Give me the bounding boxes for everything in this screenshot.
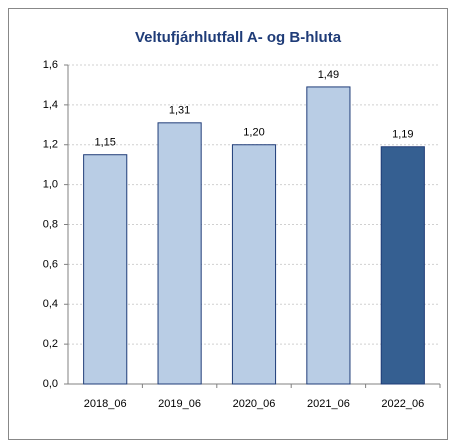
bar xyxy=(231,144,277,385)
value-label: 1,20 xyxy=(243,127,264,139)
value-label: 1,15 xyxy=(94,137,115,149)
y-tick-label: 1,6 xyxy=(43,59,58,71)
x-tick-label: 2020_06 xyxy=(233,398,276,410)
x-tick-label: 2018_06 xyxy=(84,398,127,410)
y-tick-label: 0,4 xyxy=(43,298,58,310)
bar xyxy=(83,154,128,385)
value-label: 1,31 xyxy=(169,105,190,117)
bar xyxy=(157,122,202,385)
y-tick-label: 1,4 xyxy=(43,99,58,111)
y-tick-label: 0,0 xyxy=(43,378,58,390)
y-tick-label: 0,8 xyxy=(43,218,58,230)
y-tick-label: 1,2 xyxy=(43,139,58,151)
value-label: 1,49 xyxy=(318,69,339,81)
chart-title: Veltufjárhlutfall A- og B-hluta xyxy=(135,29,342,46)
x-tick-label: 2022_06 xyxy=(381,398,424,410)
y-tick-label: 0,2 xyxy=(43,338,58,350)
x-tick-label: 2019_06 xyxy=(158,398,201,410)
y-tick-label: 1,0 xyxy=(43,179,58,191)
value-label: 1,19 xyxy=(392,129,413,141)
x-tick-label: 2021_06 xyxy=(307,398,350,410)
bar xyxy=(306,86,351,385)
y-tick-label: 0,6 xyxy=(43,258,58,270)
bar xyxy=(380,146,425,385)
